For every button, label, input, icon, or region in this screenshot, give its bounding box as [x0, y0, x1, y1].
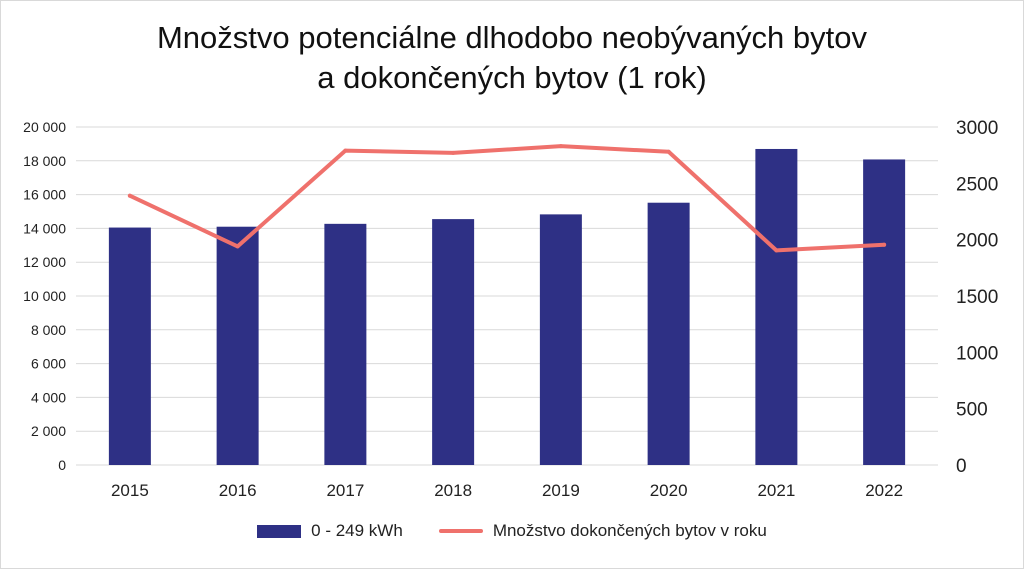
legend-swatch-line [438, 529, 483, 533]
x-axis-ticks: 2015 2016 2017 2018 2019 2020 2021 2022 [111, 481, 903, 500]
y-left-tick-label: 12 000 [23, 254, 66, 270]
x-tick-label: 2016 [219, 481, 257, 500]
legend-swatch-bar [257, 524, 302, 538]
y-right-tick-label: 500 [956, 400, 988, 421]
y-right-tick-label: 0 [956, 456, 967, 477]
x-tick-label: 2015 [111, 481, 149, 500]
y-left-tick-label: 20 000 [23, 119, 66, 135]
y-left-tick-label: 6 000 [31, 356, 66, 372]
chart-title-line-2: a dokončených bytov (1 rok) [317, 60, 707, 95]
x-tick-label: 2020 [650, 481, 688, 500]
y-axis-left-ticks: 0 2 000 4 000 6 000 8 000 10 000 12 000 14 000 1… [23, 119, 66, 473]
line-point-2022[interactable] [882, 242, 887, 247]
y-left-tick-label: 4 000 [31, 389, 66, 405]
line-point-2017[interactable] [343, 148, 348, 153]
bar-2019[interactable] [539, 214, 582, 465]
bar-2022[interactable] [863, 159, 906, 465]
bar-2016[interactable] [216, 226, 259, 465]
legend-item-line[interactable]: Množstvo dokončených bytov v roku [438, 521, 767, 541]
x-tick-label: 2019 [542, 481, 580, 500]
line-series [127, 144, 887, 253]
x-tick-label: 2021 [757, 481, 795, 500]
bar-2020[interactable] [647, 202, 690, 465]
line-point-2019[interactable] [558, 144, 563, 149]
bar-series [108, 148, 906, 465]
bar-2018[interactable] [432, 219, 475, 465]
y-right-tick-label: 1500 [956, 287, 998, 308]
line-point-2021[interactable] [774, 248, 779, 253]
chart-title-line-1: Množstvo potenciálne dlhodobo neobývanýc… [156, 20, 868, 55]
y-left-tick-label: 2 000 [31, 423, 66, 439]
line-point-2018[interactable] [451, 150, 456, 155]
y-axis-right-ticks: 0 500 1000 1500 2000 2500 3000 [956, 118, 998, 477]
y-right-tick-label: 2500 [956, 174, 998, 195]
line-point-2016[interactable] [235, 244, 240, 249]
legend: 0 - 249 kWh Množstvo dokončených bytov v… [0, 521, 1024, 541]
y-right-tick-label: 2000 [956, 231, 998, 252]
bar-2017[interactable] [324, 223, 367, 465]
chart-title: Množstvo potenciálne dlhodobo neobývanýc… [0, 18, 1024, 98]
y-left-tick-label: 0 [58, 457, 66, 473]
line-point-2015[interactable] [127, 193, 132, 198]
bar-2015[interactable] [108, 227, 151, 465]
x-tick-label: 2022 [865, 481, 903, 500]
y-left-tick-label: 10 000 [23, 288, 66, 304]
bar-2021[interactable] [755, 148, 798, 465]
y-right-tick-label: 3000 [956, 118, 998, 139]
y-left-tick-label: 8 000 [31, 322, 66, 338]
line-path [127, 144, 887, 253]
y-left-tick-label: 14 000 [23, 220, 66, 236]
legend-item-bars[interactable]: 0 - 249 kWh [257, 521, 403, 541]
x-tick-label: 2018 [434, 481, 472, 500]
legend-label-bars: 0 - 249 kWh [311, 521, 403, 540]
line-point-2020[interactable] [666, 149, 671, 154]
y-right-tick-label: 1000 [956, 343, 998, 364]
x-tick-label: 2017 [326, 481, 364, 500]
y-left-tick-label: 16 000 [23, 187, 66, 203]
legend-label-line: Množstvo dokončených bytov v roku [492, 521, 767, 540]
gridlines [76, 126, 938, 466]
y-left-tick-label: 18 000 [23, 153, 66, 169]
